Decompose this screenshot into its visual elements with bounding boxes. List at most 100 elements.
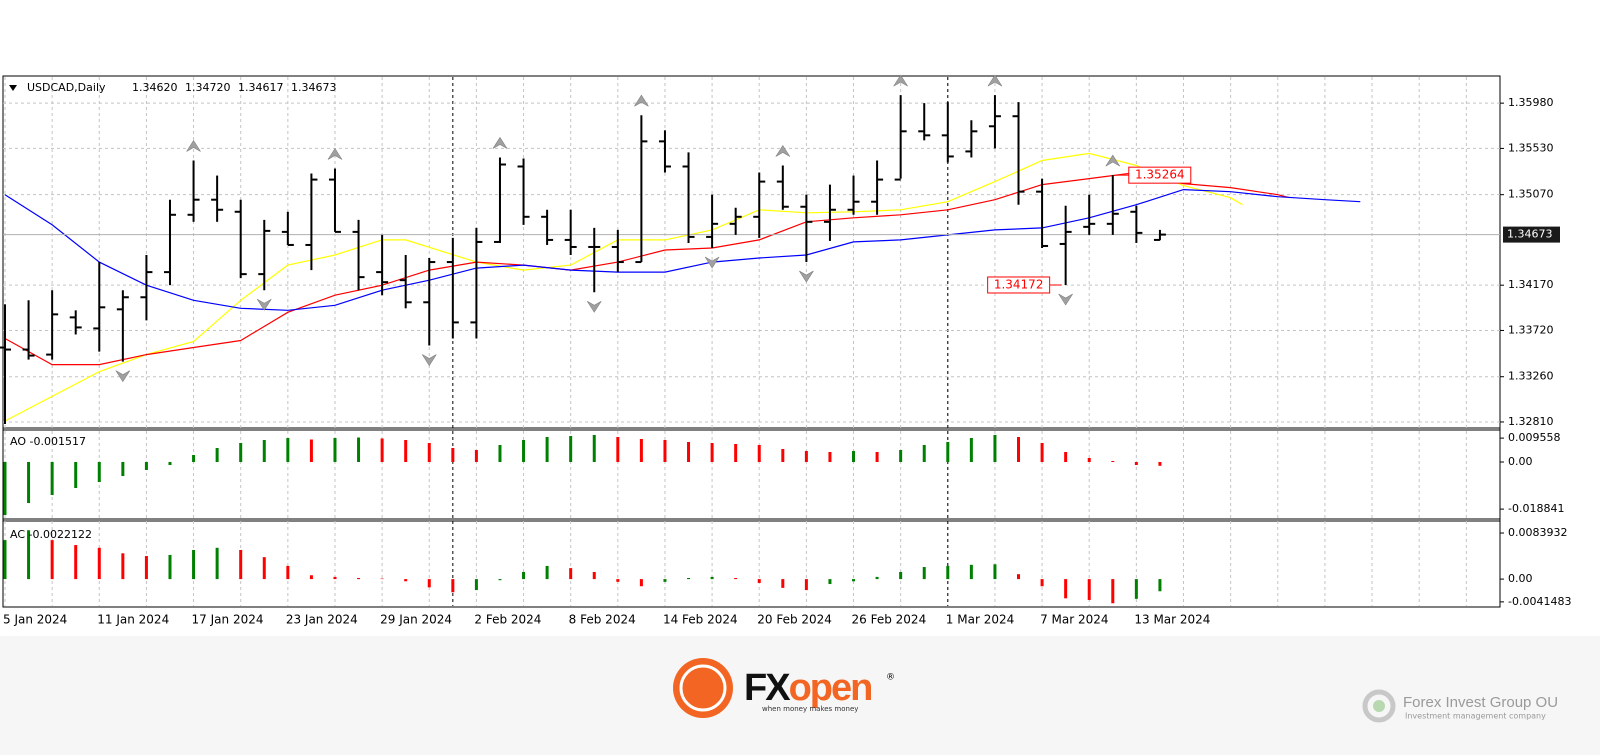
brand-icon-ring — [679, 664, 727, 712]
brand-name: FXopen — [744, 667, 871, 709]
oscillator-bar — [946, 442, 950, 462]
fractal-down — [1058, 293, 1073, 306]
x-tick-label: 13 Mar 2024 — [1134, 613, 1210, 627]
brand-suffix: open — [789, 667, 872, 709]
oscillator-bar — [545, 437, 549, 462]
y-tick-label: 1.35070 — [1508, 188, 1554, 201]
y-tick-label: 1.33260 — [1508, 370, 1554, 383]
y-tick-label: -0.018841 — [1508, 502, 1564, 515]
x-tick-label: 5 Jan 2024 — [3, 613, 67, 627]
oscillator-bar — [3, 462, 7, 515]
y-tick-label: 1.33720 — [1508, 323, 1554, 336]
oscillator-bar — [1017, 574, 1021, 580]
oscillator-bar — [97, 462, 101, 482]
oscillator-bar — [1111, 461, 1115, 462]
oscillator-bar — [1064, 452, 1068, 462]
brand-tagline: when money makes money — [762, 705, 858, 713]
oscillator-bar — [616, 579, 620, 582]
oscillator-bar — [899, 571, 903, 580]
oscillator-bar — [993, 435, 997, 462]
oscillator-bar — [404, 440, 408, 462]
oscillator-bar — [192, 550, 196, 580]
oscillator-bar — [1111, 579, 1115, 604]
oscillator-bar — [781, 449, 785, 462]
oscillator-bar — [639, 439, 643, 462]
header-open: 1.34620 — [132, 81, 178, 94]
fractal-up — [634, 94, 649, 107]
oscillator-bar — [262, 440, 266, 462]
y-tick-label: 0.00 — [1508, 572, 1533, 585]
oscillator-bar — [286, 565, 290, 580]
oscillator-bar — [27, 462, 31, 503]
oscillator-bar — [474, 450, 478, 462]
oscillator-bar — [969, 438, 973, 462]
moving-average — [4, 171, 1290, 366]
x-tick-label: 8 Feb 2024 — [569, 613, 636, 627]
oscillator-bar — [969, 564, 973, 580]
oscillator-bar — [451, 448, 455, 462]
x-tick-label: 14 Feb 2024 — [663, 613, 738, 627]
header-low: 1.34617 — [238, 81, 284, 94]
ac-value: -0.0022122 — [29, 528, 92, 541]
y-tick-label: 0.00 — [1508, 455, 1533, 468]
annotation-label: 1.35264 — [1135, 168, 1185, 182]
oscillator-bar — [404, 579, 408, 582]
x-tick-label: 29 Jan 2024 — [380, 613, 452, 627]
oscillator-bar — [239, 550, 243, 580]
oscillator-bar — [922, 445, 926, 462]
partner-name: Forex Invest Group OU — [1403, 694, 1558, 711]
marks-layer: 1.35264 1.34172 — [0, 74, 1500, 604]
x-tick-label: 7 Mar 2024 — [1040, 613, 1108, 627]
y-tick-label: 1.35530 — [1508, 141, 1554, 154]
oscillator-bar — [74, 545, 78, 580]
partner-icon-core — [1373, 700, 1385, 712]
oscillator-bar — [286, 438, 290, 462]
fractal-down — [799, 270, 814, 283]
current-price-label: 1.34673 — [1507, 228, 1553, 241]
x-tick-label: 11 Jan 2024 — [97, 613, 169, 627]
oscillator-bar — [545, 565, 549, 580]
oscillator-bar — [380, 438, 384, 462]
oscillator-bar — [946, 565, 950, 580]
fractal-up — [492, 136, 508, 149]
oscillator-bar — [1064, 579, 1068, 599]
grid-layer — [3, 77, 1500, 606]
oscillator-bar — [734, 578, 738, 580]
oscillator-bar — [215, 448, 219, 462]
oscillator-bar — [757, 579, 761, 583]
y-tick-label: 1.32810 — [1508, 415, 1554, 428]
x-tick-label: 2 Feb 2024 — [474, 613, 541, 627]
y-tick-label: 1.35980 — [1508, 96, 1554, 109]
oscillator-bar — [498, 445, 502, 462]
chart-frame — [2, 75, 1501, 608]
oscillator-bar — [781, 579, 785, 588]
partner-tagline: Investment management company — [1405, 712, 1546, 721]
oscillator-bar — [427, 443, 431, 462]
brand-prefix: FX — [744, 667, 791, 709]
oscillator-bar — [121, 553, 125, 580]
oscillator-bar — [592, 435, 596, 462]
oscillator-bar — [357, 437, 361, 462]
oscillator-bar — [1040, 579, 1044, 587]
oscillator-bar — [380, 578, 384, 580]
oscillator-bar — [357, 578, 361, 580]
oscillator-bar — [168, 554, 172, 580]
oscillator-bar — [804, 579, 808, 591]
ao-title: AO -0.001517 — [10, 435, 86, 448]
menu-arrow — [9, 85, 17, 91]
oscillator-bar — [710, 443, 714, 462]
oscillator-bar — [639, 579, 643, 587]
x-tick-label: 26 Feb 2024 — [852, 613, 927, 627]
oscillator-bar — [522, 571, 526, 580]
symbol-title: USDCAD,Daily — [27, 81, 106, 94]
fractal-up — [1105, 154, 1121, 167]
oscillator-bar — [828, 579, 832, 585]
ao-value: -0.001517 — [30, 435, 86, 448]
x-tick-label: 17 Jan 2024 — [192, 613, 264, 627]
oscillator-bar — [734, 444, 738, 462]
ao-name: AO — [10, 435, 26, 448]
oscillator-bar — [663, 579, 667, 582]
oscillator-bar — [1158, 579, 1162, 592]
